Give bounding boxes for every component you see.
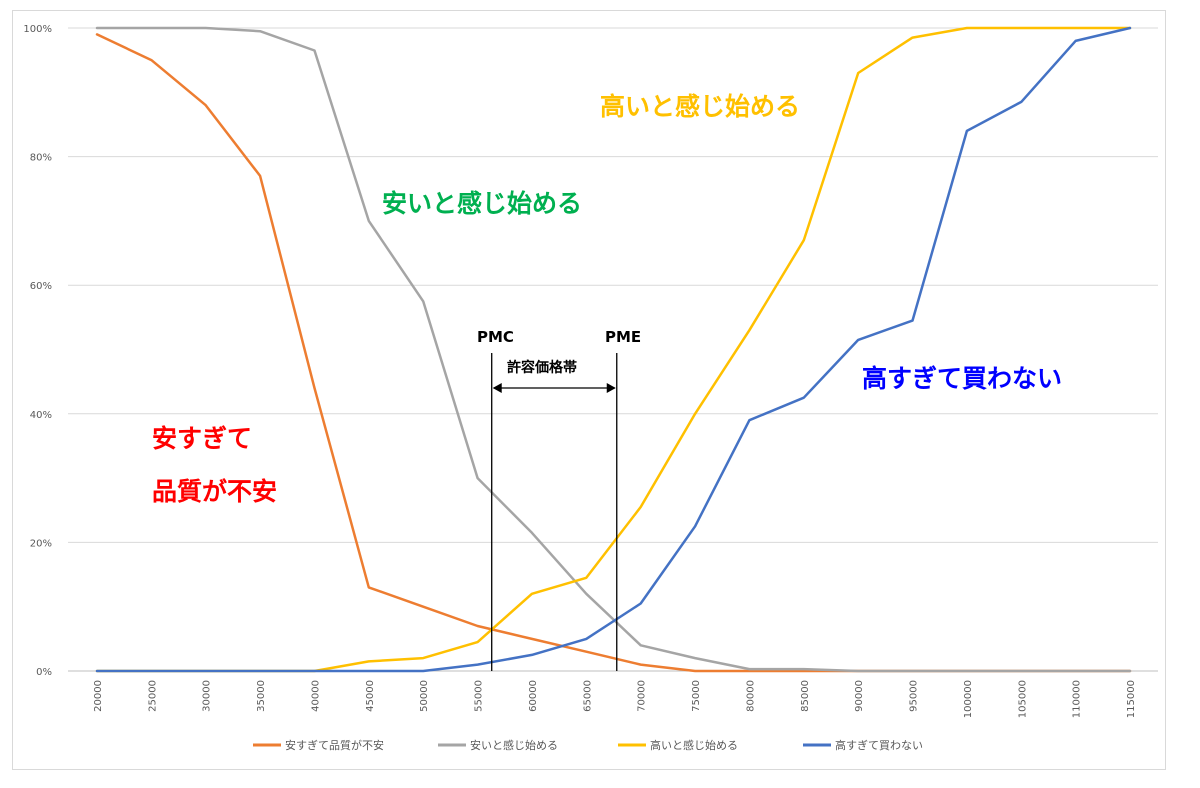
x-tick-label: 55000 (474, 680, 485, 712)
x-tick-label: 65000 (582, 680, 593, 712)
series-line-3 (95, 26, 1132, 673)
y-tick-label: 80% (30, 153, 52, 164)
x-tick-label: 115000 (1126, 680, 1137, 718)
x-tick-label: 30000 (202, 680, 213, 712)
x-tick-label: 60000 (528, 680, 539, 712)
x-tick-label: 105000 (1017, 680, 1028, 718)
legend-label-1: 安すぎて品質が不安 (285, 738, 384, 752)
legend-label-3: 高いと感じ始める (650, 738, 738, 752)
too-cheap-label-line1: 安すぎて (152, 424, 252, 453)
y-axis-ticks: 0% 20% 40% 60% 80% 100% (23, 24, 52, 678)
range-arrow-left-head (492, 383, 502, 393)
pme-label: PME (605, 328, 641, 346)
x-tick-label: 90000 (854, 680, 865, 712)
x-tick-label: 40000 (310, 680, 321, 712)
series-line-4 (95, 26, 1132, 673)
range-arrow-right-head (606, 383, 616, 393)
y-tick-label: 40% (30, 410, 52, 421)
gridlines (68, 27, 1158, 672)
too-expensive-label: 高すぎて買わない (862, 364, 1062, 393)
x-tick-label: 75000 (691, 680, 702, 712)
series-line-1 (95, 33, 1132, 673)
y-tick-label: 60% (30, 281, 52, 292)
annotations: 安すぎて 品質が不安 安いと感じ始める 高いと感じ始める 高すぎて買わない PM… (152, 92, 1062, 506)
x-tick-label: 35000 (256, 680, 267, 712)
y-tick-label: 100% (23, 24, 52, 35)
x-tick-label: 25000 (147, 680, 158, 712)
x-tick-label: 110000 (1072, 680, 1083, 718)
pmc-label: PMC (477, 328, 514, 346)
x-tick-label: 100000 (963, 680, 974, 718)
y-tick-label: 0% (36, 667, 52, 678)
x-tick-label: 20000 (93, 680, 104, 712)
x-tick-label: 95000 (909, 680, 920, 712)
chart-frame (12, 10, 1166, 770)
x-tick-label: 70000 (637, 680, 648, 712)
series-lines (95, 26, 1132, 673)
x-tick-label: 50000 (419, 680, 430, 712)
x-tick-label: 45000 (365, 680, 376, 712)
pmc-pme-markers (491, 353, 618, 671)
x-tick-label: 85000 (800, 680, 811, 712)
too-cheap-label-line2: 品質が不安 (152, 477, 277, 506)
cheap-label: 安いと感じ始める (382, 189, 582, 218)
x-tick-label: 80000 (745, 680, 756, 712)
series-line-2 (95, 26, 1132, 673)
acceptable-range-label: 許容価格帯 (507, 359, 577, 376)
legend-label-4: 高すぎて買わない (835, 738, 923, 752)
legend: 安すぎて品質が不安 安いと感じ始める 高いと感じ始める 高すぎて買わない (253, 738, 923, 752)
legend-label-2: 安いと感じ始める (470, 738, 558, 752)
expensive-label: 高いと感じ始める (600, 92, 800, 121)
y-tick-label: 20% (30, 538, 52, 549)
x-axis-ticks: 20000 25000 30000 35000 40000 45000 50000 55000… (93, 680, 1137, 718)
